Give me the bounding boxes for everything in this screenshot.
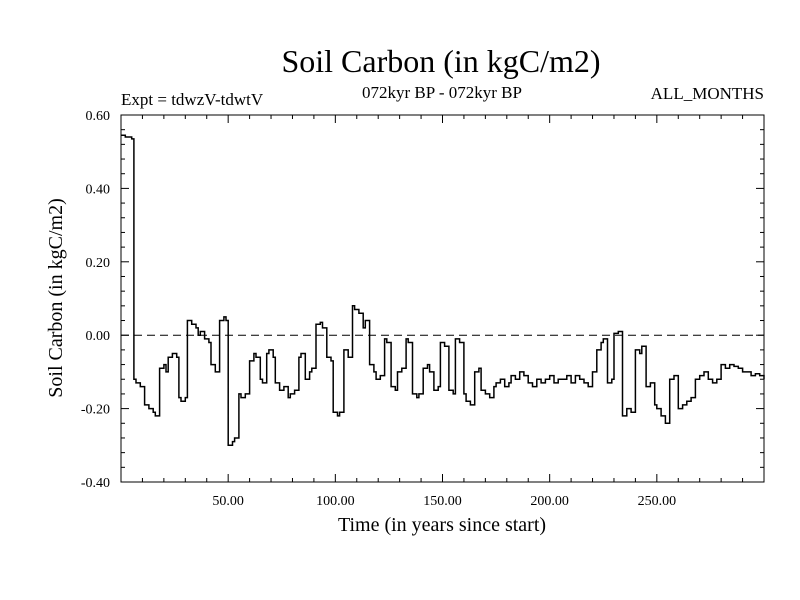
experiment-label: Expt = tdwzV-tdwtV — [121, 90, 264, 109]
soil-carbon-series-line — [121, 134, 765, 447]
x-major-ticks — [227, 115, 658, 482]
x-tick-label: 50.00 — [212, 494, 244, 509]
x-tick-label: 100.00 — [316, 494, 355, 509]
y-tick-label: -0.40 — [81, 476, 110, 491]
y-tick-label: 0.60 — [86, 109, 111, 124]
y-axis-label: Soil Carbon (in kgC/m2) — [45, 198, 67, 397]
y-tick-label: -0.20 — [81, 403, 110, 418]
y-tick-label: 0.20 — [86, 256, 111, 271]
y-major-ticks — [121, 114, 764, 483]
x-minor-ticks — [141, 115, 744, 482]
y-minor-ticks — [121, 129, 764, 468]
x-tick-label: 250.00 — [638, 494, 677, 509]
y-tick-labels: -0.40 -0.20 0.00 0.20 0.40 0.60 — [81, 109, 110, 491]
months-label: ALL_MONTHS — [651, 84, 764, 103]
y-tick-label: 0.00 — [86, 329, 111, 344]
plot-frame — [120, 114, 765, 483]
chart-title: Soil Carbon (in kgC/m2) — [281, 43, 600, 79]
x-tick-labels: 50.00 100.00 150.00 200.00 250.00 — [212, 494, 676, 509]
y-tick-label: 0.40 — [86, 182, 111, 197]
period-label: 072kyr BP - 072kyr BP — [362, 83, 522, 102]
x-axis-label: Time (in years since start) — [338, 514, 546, 536]
x-tick-label: 150.00 — [423, 494, 462, 509]
x-tick-label: 200.00 — [530, 494, 569, 509]
